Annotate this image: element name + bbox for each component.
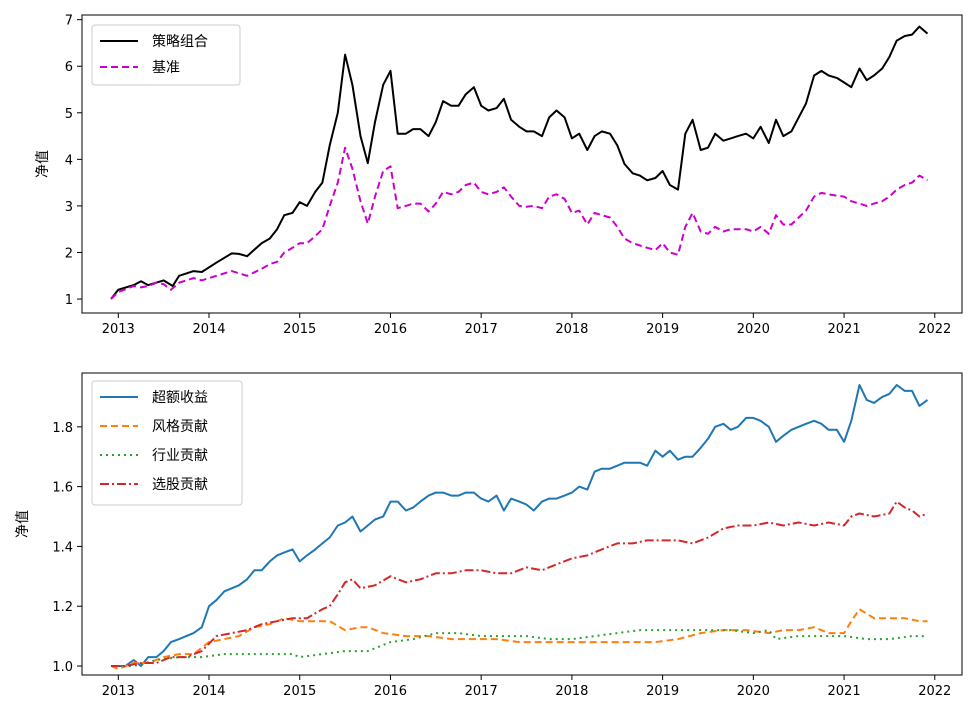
y-tick-label: 3 (65, 200, 73, 215)
x-tick-label: 2021 (828, 684, 861, 699)
x-tick-label: 2018 (555, 684, 588, 699)
x-tick-label: 2022 (918, 322, 951, 337)
x-tick-label: 2018 (555, 322, 588, 337)
y-tick-label: 1.2 (52, 600, 73, 615)
series-line-4 (111, 500, 928, 667)
axes-frame (81, 14, 963, 314)
x-tick-label: 2014 (192, 684, 225, 699)
legend-label-4: 选股贡献 (152, 477, 208, 493)
x-tick-label: 2016 (374, 684, 407, 699)
x-tick-label: 2015 (283, 322, 316, 337)
y-axis-label: 净值 (35, 150, 51, 178)
y-tick-label: 5 (65, 107, 73, 122)
x-tick-label: 2017 (465, 322, 498, 337)
series-line-2 (110, 146, 929, 300)
y-tick-label: 6 (65, 60, 73, 75)
x-tick-label: 2020 (737, 322, 770, 337)
y-tick-label: 1 (65, 293, 73, 308)
axes-frame (81, 372, 963, 676)
y-tick-label: 2 (65, 246, 73, 261)
series-line-3 (111, 629, 928, 667)
x-tick-label: 2019 (646, 322, 679, 337)
x-tick-label: 2021 (828, 322, 861, 337)
x-tick-label: 2014 (192, 322, 225, 337)
y-tick-label: 1.8 (52, 421, 73, 436)
y-tick-label: 1.0 (52, 660, 73, 675)
chart-panel-1: 2013 2014 2015 2016 2017 2018 2019 2020 2021 2022… (35, 14, 963, 337)
y-tick-label: 4 (65, 153, 73, 168)
legend-label-1: 策略组合 (152, 33, 208, 50)
x-tick-label: 2017 (465, 684, 498, 699)
legend-label-3: 行业贡献 (152, 448, 208, 464)
x-tick-label: 2019 (646, 684, 679, 699)
y-tick-label: 7 (65, 14, 73, 29)
x-tick-label: 2016 (374, 322, 407, 337)
series-line-1 (111, 384, 929, 667)
x-tick-label: 2013 (102, 684, 135, 699)
x-tick-label: 2020 (737, 684, 770, 699)
x-tick-label: 2013 (102, 322, 135, 337)
x-tick-label: 2015 (283, 684, 316, 699)
series-line-2 (110, 608, 928, 670)
legend-label-2: 风格贡献 (152, 419, 208, 435)
legend-box (91, 380, 243, 506)
y-tick-label: 1.6 (52, 481, 73, 496)
chart-panel-2: 2013 2014 2015 2016 2017 2018 2019 2020 2021 2022… (15, 372, 963, 699)
legend-label-2: 基准 (152, 59, 180, 76)
series-line-1 (110, 25, 929, 300)
y-axis-label: 净值 (15, 510, 31, 538)
x-tick-label: 2022 (918, 684, 951, 699)
legend-label-1: 超额收益 (152, 390, 208, 406)
y-tick-label: 1.4 (52, 540, 73, 555)
